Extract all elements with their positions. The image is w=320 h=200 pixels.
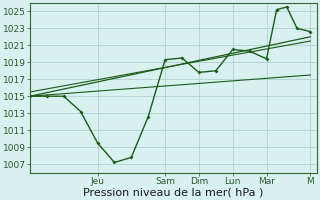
X-axis label: Pression niveau de la mer( hPa ): Pression niveau de la mer( hPa ) (84, 187, 264, 197)
